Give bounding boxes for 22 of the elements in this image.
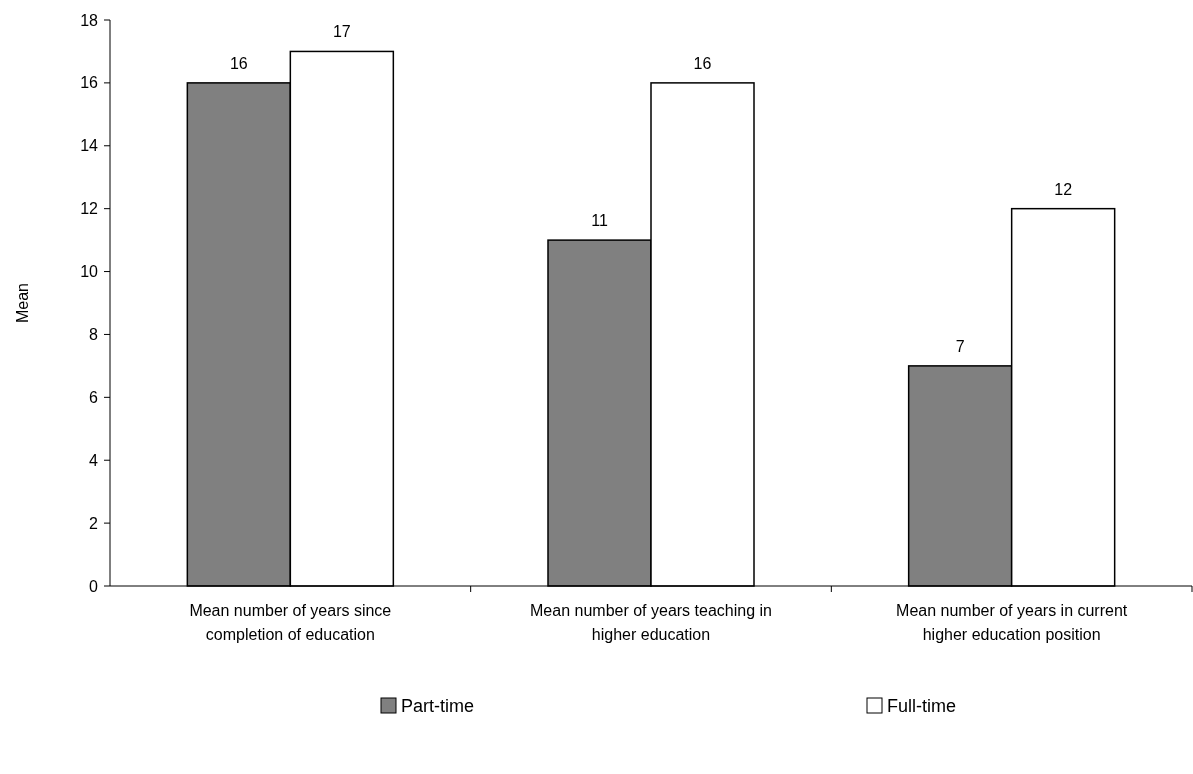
y-tick-label: 14 <box>80 137 99 155</box>
data-label: 17 <box>332 23 351 41</box>
x-tick-label: Mean number of years teaching in higher education <box>530 602 772 643</box>
y-tick-label: 16 <box>80 74 99 92</box>
data-label: 16 <box>229 54 248 72</box>
y-tick-label: 4 <box>89 451 99 469</box>
y-axis-title: Mean <box>14 282 31 324</box>
y-tick-label: 0 <box>89 577 99 595</box>
y-tick-label: 2 <box>89 514 99 532</box>
data-label: 12 <box>1054 180 1073 198</box>
y-tick-label: 10 <box>80 263 99 281</box>
x-tick-label: Mean number of years in current higher education position <box>896 602 1128 643</box>
y-tick-label: 8 <box>89 326 99 344</box>
y-tick-label: 6 <box>89 388 99 406</box>
data-label: 7 <box>955 337 965 355</box>
data-label: 11 <box>591 212 608 230</box>
legend-label: Full-time <box>887 696 957 717</box>
y-tick-label: 18 <box>80 11 99 29</box>
x-tick-label: Mean number of years since completion of education <box>189 602 392 643</box>
y-tick-label: 12 <box>80 200 99 218</box>
data-label: 16 <box>693 54 712 72</box>
legend-label: Part-time <box>401 696 475 717</box>
